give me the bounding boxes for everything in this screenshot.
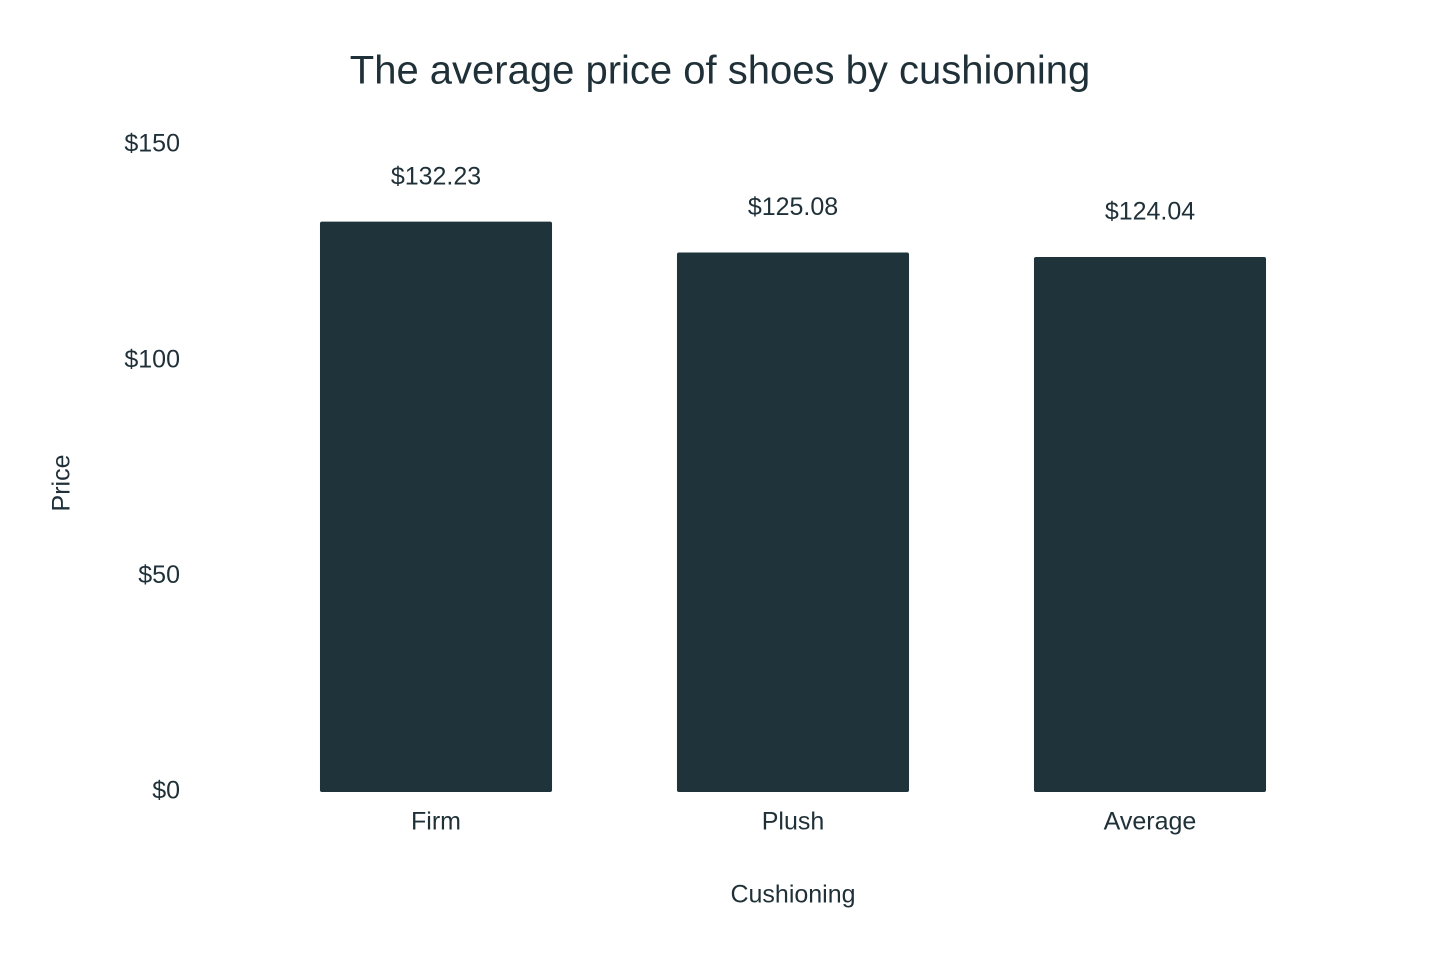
y-tick-label: $150 (124, 130, 180, 158)
x-axis-label: Cushioning (730, 881, 855, 909)
x-tick-label: Firm (411, 808, 461, 836)
y-tick-label: $100 (124, 345, 180, 373)
x-tick-label: Plush (762, 808, 825, 836)
chart-title: The average price of shoes by cushioning (350, 49, 1090, 93)
bar (319, 221, 553, 792)
x-tick-label: Average (1104, 808, 1197, 836)
bar (1033, 256, 1267, 792)
y-tick-label: $0 (152, 777, 180, 805)
value-label: $125.08 (748, 193, 838, 221)
value-label: $124.04 (1105, 198, 1195, 226)
y-axis-label: Price (48, 455, 76, 512)
y-tick-label: $50 (138, 561, 180, 589)
value-label: $132.23 (391, 162, 481, 190)
bar (676, 252, 910, 792)
